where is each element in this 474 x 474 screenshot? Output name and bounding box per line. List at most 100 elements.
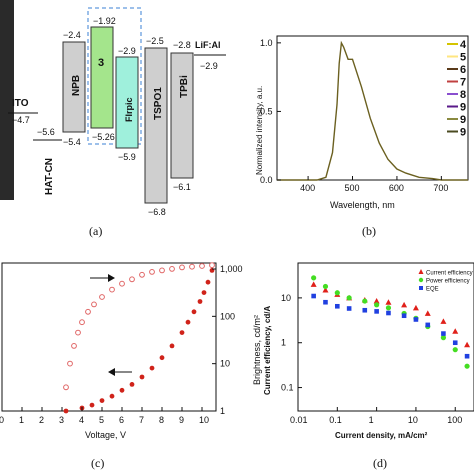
caption-a: (a) xyxy=(89,224,102,238)
power-efficiency-point xyxy=(452,347,458,353)
current-point xyxy=(179,264,185,271)
arrow-left-head xyxy=(108,368,115,376)
current-point xyxy=(159,267,165,274)
spectrum-legend-entry: 5 xyxy=(460,52,466,64)
power-efficiency-point xyxy=(440,335,447,341)
compound3-label: 3 xyxy=(98,57,104,69)
efficiency-y-tick-label: 0.1 xyxy=(281,383,294,393)
eqe-point xyxy=(413,317,419,322)
efficiency-legend-marker xyxy=(418,269,424,274)
brightness-point xyxy=(159,355,165,361)
power-efficiency-point xyxy=(311,275,317,281)
current-efficiency-point xyxy=(322,286,329,293)
tspo1-bar xyxy=(144,47,168,204)
tpbi-top-level: −2.8 xyxy=(173,40,191,50)
current-point xyxy=(169,266,175,272)
hatcn-label: HAT-CN xyxy=(44,158,55,195)
voltage-x-tick-label: 9 xyxy=(179,415,184,425)
brightness-right-tick-label: 1 xyxy=(220,406,225,416)
spectrum-x-tick-label: 500 xyxy=(345,183,360,193)
eqe-point xyxy=(464,353,470,359)
current-density-x-tick-label: 0.01 xyxy=(290,415,308,425)
power-efficiency-point xyxy=(334,290,340,296)
compound3-top-level: −1.92 xyxy=(93,16,116,26)
brightness-point xyxy=(179,330,185,335)
eqe-point xyxy=(311,293,316,299)
npb-top-level: −2.4 xyxy=(63,30,81,40)
current-point xyxy=(79,319,85,326)
spectrum-legend-entry: 4 xyxy=(460,39,467,51)
current-efficiency-point xyxy=(452,328,459,334)
current-point xyxy=(85,308,91,315)
efficiency-chart: 0.01 0.1 1 10 100 0.1 1 10 Current efficiency Po… xyxy=(263,262,474,470)
firpic-label: FIrpic xyxy=(124,97,134,122)
spectrum-legend-entry: 8 xyxy=(460,89,466,101)
dashed-highlight-box xyxy=(87,7,142,145)
brightness-point xyxy=(119,387,125,393)
current-point xyxy=(75,329,81,336)
compound3-bar xyxy=(90,26,114,129)
current-efficiency-point xyxy=(373,298,380,304)
brightness-point xyxy=(185,319,191,325)
brightness-point xyxy=(149,365,155,371)
eqe-point xyxy=(335,303,340,309)
efficiency-y-label: Current efficiency, cd/A xyxy=(263,306,272,395)
current-density-x-tick-label: 100 xyxy=(447,415,462,425)
brightness-point xyxy=(99,398,105,403)
current-point xyxy=(129,276,135,283)
cathode-level: −2.9 xyxy=(200,61,218,71)
power-efficiency-point xyxy=(374,302,380,308)
power-efficiency-point xyxy=(322,283,329,290)
npb-bar xyxy=(62,41,86,133)
spectrum-y-label: Normalized intensity, a.u. xyxy=(255,86,264,175)
tspo1-bottom-level: −6.8 xyxy=(148,207,166,217)
voltage-x-tick-label: 2 xyxy=(39,415,44,425)
brightness-point xyxy=(139,374,145,380)
eqe-point xyxy=(441,331,446,336)
eqe-point xyxy=(346,306,352,311)
spectrum-series-line xyxy=(277,40,468,181)
current-point xyxy=(149,269,155,275)
cathode-label: LiF:Al xyxy=(195,40,221,50)
firpic-bottom-level: −5.9 xyxy=(118,152,136,162)
spectrum-y-tick-label: 0.0 xyxy=(260,175,273,185)
ito-label: ITO xyxy=(12,98,29,109)
eqe-point xyxy=(425,322,431,328)
current-point xyxy=(67,360,73,367)
current-point xyxy=(189,263,195,270)
brightness-right-tick-label: 1,000 xyxy=(220,264,243,274)
brightness-point xyxy=(197,299,203,304)
spectrum-legend-entry: 9 xyxy=(460,102,466,114)
dark-edge-strip xyxy=(0,0,14,200)
brightness-right-tick-label: 10 xyxy=(220,359,230,369)
npb-label: NPB xyxy=(71,75,82,96)
current-point xyxy=(139,271,145,278)
current-point xyxy=(209,262,215,269)
current-efficiency-point xyxy=(424,310,431,316)
brightness-point xyxy=(205,279,211,285)
power-efficiency-point xyxy=(346,295,352,301)
eqe-point xyxy=(386,310,391,316)
eqe-point xyxy=(374,309,379,314)
brightness-point xyxy=(191,309,197,315)
brightness-point xyxy=(109,393,115,399)
ito-level: −4.7 xyxy=(12,115,30,125)
brightness-point xyxy=(201,290,207,295)
spectrum-x-tick-label: 700 xyxy=(433,183,448,193)
efficiency-legend-label: Power efficiency xyxy=(426,279,470,285)
efficiency-y-tick-label: 10 xyxy=(281,293,291,303)
current-point xyxy=(71,343,77,349)
caption-b: (b) xyxy=(362,224,376,238)
caption-c: (c) xyxy=(91,456,104,470)
current-efficiency-point xyxy=(464,341,471,348)
spectrum-y-tick-label: 1.0 xyxy=(260,38,273,48)
power-efficiency-point xyxy=(385,305,392,311)
efficiency-legend-label: EQE xyxy=(426,287,439,293)
voltage-x-tick-label: 4 xyxy=(79,415,84,425)
arrow-right-head xyxy=(108,274,115,282)
current-efficiency-point xyxy=(412,304,419,311)
current-density-x-tick-label: 1 xyxy=(369,415,374,425)
brightness-point xyxy=(129,382,135,387)
brightness-right-tick-label: 100 xyxy=(220,311,235,321)
spectrum-x-tick-label: 400 xyxy=(300,183,315,193)
